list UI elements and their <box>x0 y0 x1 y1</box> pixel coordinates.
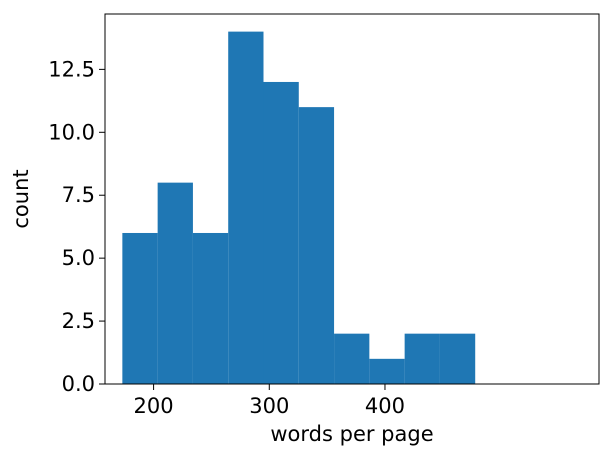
histogram-bar <box>122 232 158 384</box>
histogram-bar <box>228 31 264 384</box>
y-tick-label: 12.5 <box>48 57 95 81</box>
y-tick-label: 10.0 <box>48 120 95 144</box>
y-tick-label: 7.5 <box>62 183 95 207</box>
histogram-bar <box>369 358 405 384</box>
x-axis-ticks: 200 300 400 <box>134 384 405 418</box>
y-tick-label: 2.5 <box>62 309 95 333</box>
plot-area-frame <box>104 13 600 385</box>
histogram-bars <box>122 31 476 385</box>
histogram-bar <box>263 81 299 385</box>
x-tick-label: 200 <box>134 394 174 418</box>
histogram-bar <box>298 107 335 385</box>
x-tick-label: 400 <box>365 394 405 418</box>
y-axis-ticks: 0.0 2.5 5.0 7.5 10.0 12.5 <box>48 57 105 396</box>
histogram-bar <box>334 333 370 384</box>
histogram-bar <box>192 232 229 384</box>
x-axis-label: words per page <box>270 422 433 446</box>
histogram-bar <box>404 333 440 384</box>
histogram-bar <box>157 182 193 384</box>
y-tick-label: 0.0 <box>62 372 95 396</box>
y-axis-label: count <box>9 169 33 228</box>
histogram-bar <box>439 333 476 384</box>
x-tick-label: 300 <box>249 394 289 418</box>
y-tick-label: 5.0 <box>62 246 95 270</box>
